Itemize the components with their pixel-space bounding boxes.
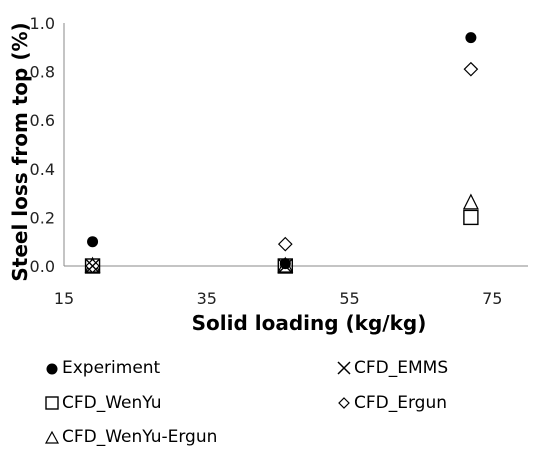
- point-experiment: [279, 258, 291, 270]
- data-points: [84, 32, 479, 274]
- y-tick-label: 0.8: [30, 63, 55, 82]
- point-cfd-wenyu: [463, 209, 479, 226]
- point-cfd-ergun: [277, 236, 293, 252]
- point-experiment: [87, 236, 99, 248]
- y-tick-label: 0.0: [30, 257, 55, 276]
- point-experiment: [465, 32, 477, 44]
- y-tick-label: 1.0: [30, 14, 55, 33]
- y-axis-title: Steel loss from top (%): [8, 22, 32, 281]
- x-tick-label: 75: [482, 289, 502, 308]
- y-tick-labels: 0.0 0.2 0.4 0.6 0.8 1.0: [30, 14, 55, 276]
- x-axis-title: Solid loading (kg/kg): [192, 311, 427, 335]
- point-cfd-wenyu: [84, 258, 101, 274]
- x-tick-label: 15: [54, 289, 74, 308]
- point-cfd-wenyu-ergun: [462, 193, 479, 210]
- y-tick-label: 0.6: [30, 111, 55, 130]
- y-tick-label: 0.2: [30, 208, 55, 227]
- x-tick-labels: 15 35 55 75: [54, 289, 503, 308]
- x-tick-label: 55: [339, 289, 359, 308]
- x-tick-label: 35: [197, 289, 217, 308]
- y-tick-label: 0.4: [30, 160, 55, 179]
- point-cfd-ergun: [463, 61, 479, 77]
- point-cfd-emms: [85, 258, 101, 274]
- axes: [63, 23, 528, 267]
